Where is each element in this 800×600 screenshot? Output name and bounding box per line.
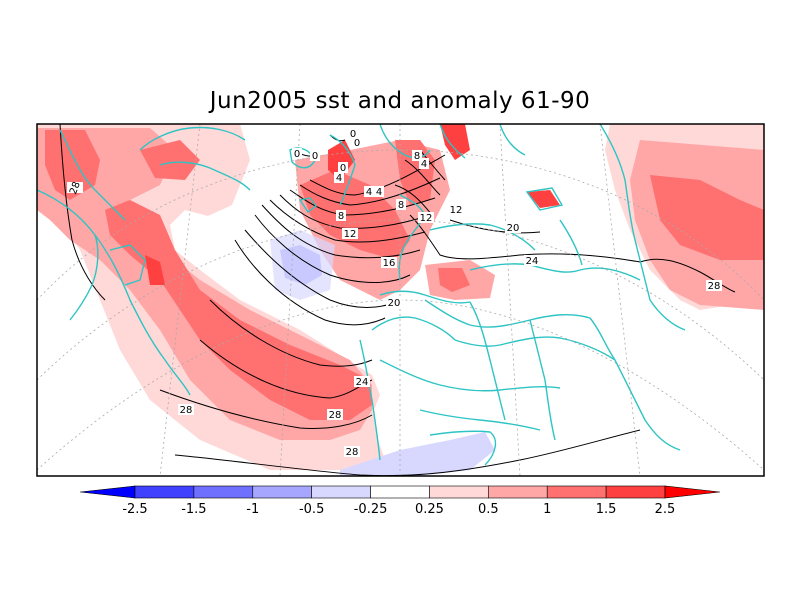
colorbar-tick-label: 2.5 bbox=[655, 502, 676, 517]
colorbar: -2.5 -1.5 -1 -0.5 -0.25 0.25 0.5 1 1.5 2.5 bbox=[79, 485, 721, 517]
colorbar-swatch bbox=[134, 485, 195, 499]
svg-text:0: 0 bbox=[312, 151, 318, 162]
contour-label: 28 bbox=[706, 280, 722, 292]
colorbar-swatch bbox=[429, 485, 489, 499]
svg-text:12: 12 bbox=[420, 213, 433, 224]
contour-label: 28 bbox=[327, 409, 343, 421]
contour-label: 0 bbox=[310, 150, 320, 162]
colorbar-swatch bbox=[370, 485, 430, 499]
colorbar-swatch bbox=[546, 485, 607, 499]
contour-label: 4 bbox=[419, 158, 429, 170]
svg-text:4: 4 bbox=[376, 187, 382, 198]
contour-label: 4 bbox=[334, 172, 344, 184]
svg-text:12: 12 bbox=[344, 229, 357, 240]
contour-label: 16 bbox=[381, 257, 397, 269]
map-plot-area: 0 0 0 0 0 4 4 4 4 8 8 8 12 12 12 16 20 2… bbox=[37, 124, 764, 476]
colorbar-swatch bbox=[605, 485, 666, 499]
svg-text:16: 16 bbox=[383, 258, 396, 269]
svg-text:8: 8 bbox=[338, 211, 344, 222]
colorbar-tick-label: 0.25 bbox=[415, 502, 444, 517]
svg-text:4: 4 bbox=[366, 187, 372, 198]
anomaly-region-red bbox=[650, 175, 764, 260]
anomaly-region-red bbox=[527, 190, 560, 208]
contour-label: 8 bbox=[396, 199, 406, 211]
contour-label: 20 bbox=[386, 297, 402, 309]
colorbar-tick-label: -0.25 bbox=[354, 502, 388, 517]
colorbar-swatch bbox=[488, 485, 548, 499]
map-frame bbox=[36, 123, 765, 477]
colorbar-swatch bbox=[252, 485, 312, 499]
svg-text:28: 28 bbox=[180, 405, 193, 416]
svg-text:28: 28 bbox=[329, 410, 342, 421]
svg-text:0: 0 bbox=[340, 163, 346, 174]
svg-text:28: 28 bbox=[68, 180, 83, 196]
anomaly-region-light-blue bbox=[270, 230, 335, 300]
contour-label: 0 bbox=[292, 148, 302, 160]
svg-text:20: 20 bbox=[388, 298, 401, 309]
contour-label: 4 bbox=[374, 186, 384, 198]
map-title: Jun2005 sst and anomaly 61-90 bbox=[209, 88, 591, 114]
svg-text:28: 28 bbox=[708, 281, 721, 292]
colorbar-swatch bbox=[311, 485, 371, 499]
colorbar-tick-label: -0.5 bbox=[299, 502, 324, 517]
contour-label: 28 bbox=[67, 180, 83, 196]
coastlines bbox=[37, 124, 686, 466]
contour-label: 20 bbox=[505, 222, 521, 234]
svg-text:24: 24 bbox=[526, 256, 539, 267]
colorbar-tick-label: 0.5 bbox=[478, 502, 499, 517]
contour-label: 12 bbox=[448, 204, 464, 216]
anomaly-region-red bbox=[45, 130, 100, 200]
svg-text:20: 20 bbox=[507, 223, 520, 234]
anomaly-region-red bbox=[438, 268, 470, 292]
colorbar-tick-label: 1 bbox=[543, 502, 551, 517]
anomaly-region-light-blue bbox=[340, 432, 495, 476]
colorbar-tick-label: -1.5 bbox=[181, 502, 206, 517]
colorbar-arrow-low bbox=[79, 485, 136, 499]
svg-text:0: 0 bbox=[354, 138, 360, 149]
anomaly-region-red bbox=[140, 140, 200, 180]
svg-text:28: 28 bbox=[346, 447, 359, 458]
contour-label: 0 bbox=[348, 128, 358, 140]
contour-label: 4 bbox=[364, 186, 374, 198]
colorbar-tick-label: -1 bbox=[246, 502, 259, 517]
contour-label: 8 bbox=[336, 210, 346, 222]
svg-text:8: 8 bbox=[414, 151, 420, 162]
contour-label: 12 bbox=[342, 228, 358, 240]
svg-text:12: 12 bbox=[450, 205, 463, 216]
sst-contours bbox=[59, 124, 736, 476]
contour-label: 28 bbox=[178, 404, 194, 416]
colorbar-tick-label: 1.5 bbox=[596, 502, 617, 517]
colorbar-tick-label: -2.5 bbox=[122, 502, 147, 517]
svg-text:4: 4 bbox=[421, 159, 427, 170]
anomaly-region-red bbox=[440, 124, 470, 160]
svg-text:24: 24 bbox=[356, 377, 369, 388]
contour-label: 28 bbox=[344, 446, 360, 458]
anomaly-region-red bbox=[105, 200, 372, 420]
contour-label: 8 bbox=[412, 150, 422, 162]
colorbar-swatch bbox=[193, 485, 254, 499]
contour-label: 24 bbox=[524, 255, 540, 267]
contour-label: 0 bbox=[338, 162, 348, 174]
anomaly-region-red bbox=[145, 255, 165, 285]
svg-text:8: 8 bbox=[398, 200, 404, 211]
contour-labels: 0 0 0 0 0 4 4 4 4 8 8 8 12 12 12 16 20 2… bbox=[67, 128, 722, 458]
svg-text:0: 0 bbox=[294, 149, 300, 160]
colorbar-arrow-high bbox=[664, 485, 721, 499]
contour-label: 0 bbox=[352, 137, 362, 149]
svg-text:4: 4 bbox=[336, 173, 342, 184]
contour-label: 24 bbox=[354, 376, 370, 388]
svg-text:0: 0 bbox=[350, 129, 356, 140]
contour-label: 12 bbox=[418, 212, 434, 224]
